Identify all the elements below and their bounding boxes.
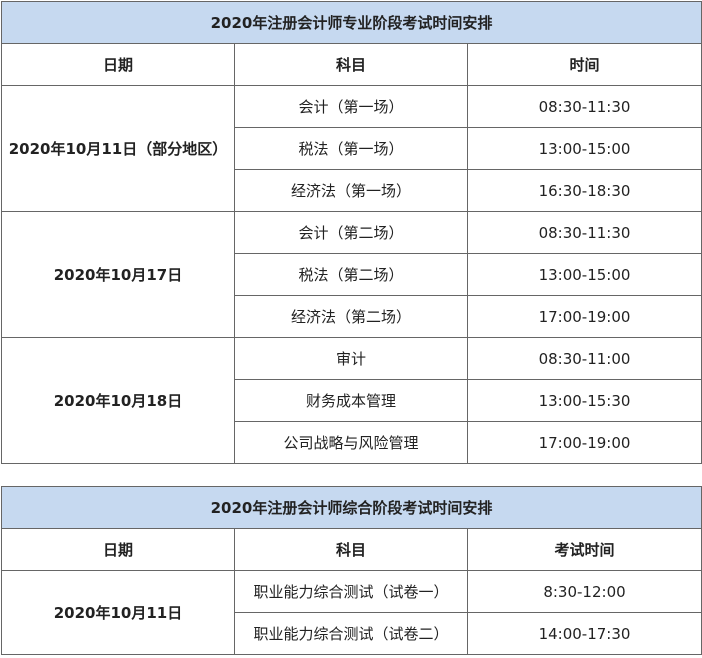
data-row: 经济法（第二场） 17:00-19:00: [2, 295, 702, 338]
subject-cell: 公司战略与风险管理: [234, 421, 468, 464]
subject-cell: 财务成本管理: [234, 379, 468, 422]
data-row: 公司战略与风险管理 17:00-19:00: [2, 421, 702, 464]
column-header: 日期: [1, 43, 235, 86]
column-header: 科目: [234, 528, 468, 571]
subject-cell: 职业能力综合测试（试卷二）: [234, 612, 468, 655]
date-cell: 2020年10月17日: [1, 211, 235, 338]
data-row: 财务成本管理 13:00-15:30: [2, 379, 702, 422]
time-cell: 16:30-18:30: [467, 169, 702, 212]
date-cell: 2020年10月11日（部分地区）: [1, 85, 235, 212]
header-row: 日期 科目 时间: [1, 43, 702, 86]
schedule-table: 2020年注册会计师专业阶段考试时间安排 日期 科目 时间 2020年10月11日（部分…: [1, 1, 702, 464]
data-row: 2020年10月18日 审计 08:30-11:00: [1, 337, 702, 464]
column-header: 考试时间: [467, 528, 702, 571]
subject-cell: 经济法（第二场）: [234, 295, 468, 338]
time-cell: 14:00-17:30: [467, 612, 702, 655]
schedule-table: 2020年注册会计师综合阶段考试时间安排 日期 科目 考试时间 2020年10月11日职…: [1, 486, 702, 655]
time-cell: 13:00-15:00: [467, 253, 702, 296]
column-header: 科目: [234, 43, 468, 86]
column-header: 时间: [467, 43, 702, 86]
subject-cell: 税法（第二场）: [234, 253, 468, 296]
table-title: 2020年注册会计师专业阶段考试时间安排: [1, 1, 702, 44]
data-row: 2020年10月11日 职业能力综合测试（试卷一） 8:30-12:00: [1, 570, 702, 655]
time-cell: 17:00-19:00: [467, 295, 702, 338]
time-cell: 17:00-19:00: [467, 421, 702, 464]
data-row: 2020年10月11日（部分地区） 会计（第一场） 08:30-11:30: [1, 85, 702, 212]
data-row: 税法（第一场） 13:00-15:00: [2, 127, 702, 170]
table-title: 2020年注册会计师综合阶段考试时间安排: [1, 486, 702, 529]
time-cell: 13:00-15:30: [467, 379, 702, 422]
subject-cell: 职业能力综合测试（试卷一）: [234, 570, 468, 613]
time-cell: 08:30-11:00: [467, 337, 702, 380]
time-cell: 13:00-15:00: [467, 127, 702, 170]
subject-cell: 审计: [234, 337, 468, 380]
title-row: 2020年注册会计师综合阶段考试时间安排: [1, 486, 702, 529]
time-cell: 08:30-11:30: [467, 211, 702, 254]
column-header: 日期: [1, 528, 235, 571]
data-row: 经济法（第一场） 16:30-18:30: [2, 169, 702, 212]
time-cell: 08:30-11:30: [467, 85, 702, 128]
subject-cell: 税法（第一场）: [234, 127, 468, 170]
data-row: 2020年10月17日 会计（第二场） 08:30-11:30: [1, 211, 702, 338]
subject-cell: 会计（第一场）: [234, 85, 468, 128]
data-row: 职业能力综合测试（试卷二） 14:00-17:30: [2, 612, 702, 655]
subject-cell: 经济法（第一场）: [234, 169, 468, 212]
date-cell: 2020年10月11日: [1, 570, 235, 655]
time-cell: 8:30-12:00: [467, 570, 702, 613]
subject-cell: 会计（第二场）: [234, 211, 468, 254]
header-row: 日期 科目 考试时间: [1, 528, 702, 571]
data-row: 税法（第二场） 13:00-15:00: [2, 253, 702, 296]
title-row: 2020年注册会计师专业阶段考试时间安排: [1, 1, 702, 44]
date-cell: 2020年10月18日: [1, 337, 235, 464]
